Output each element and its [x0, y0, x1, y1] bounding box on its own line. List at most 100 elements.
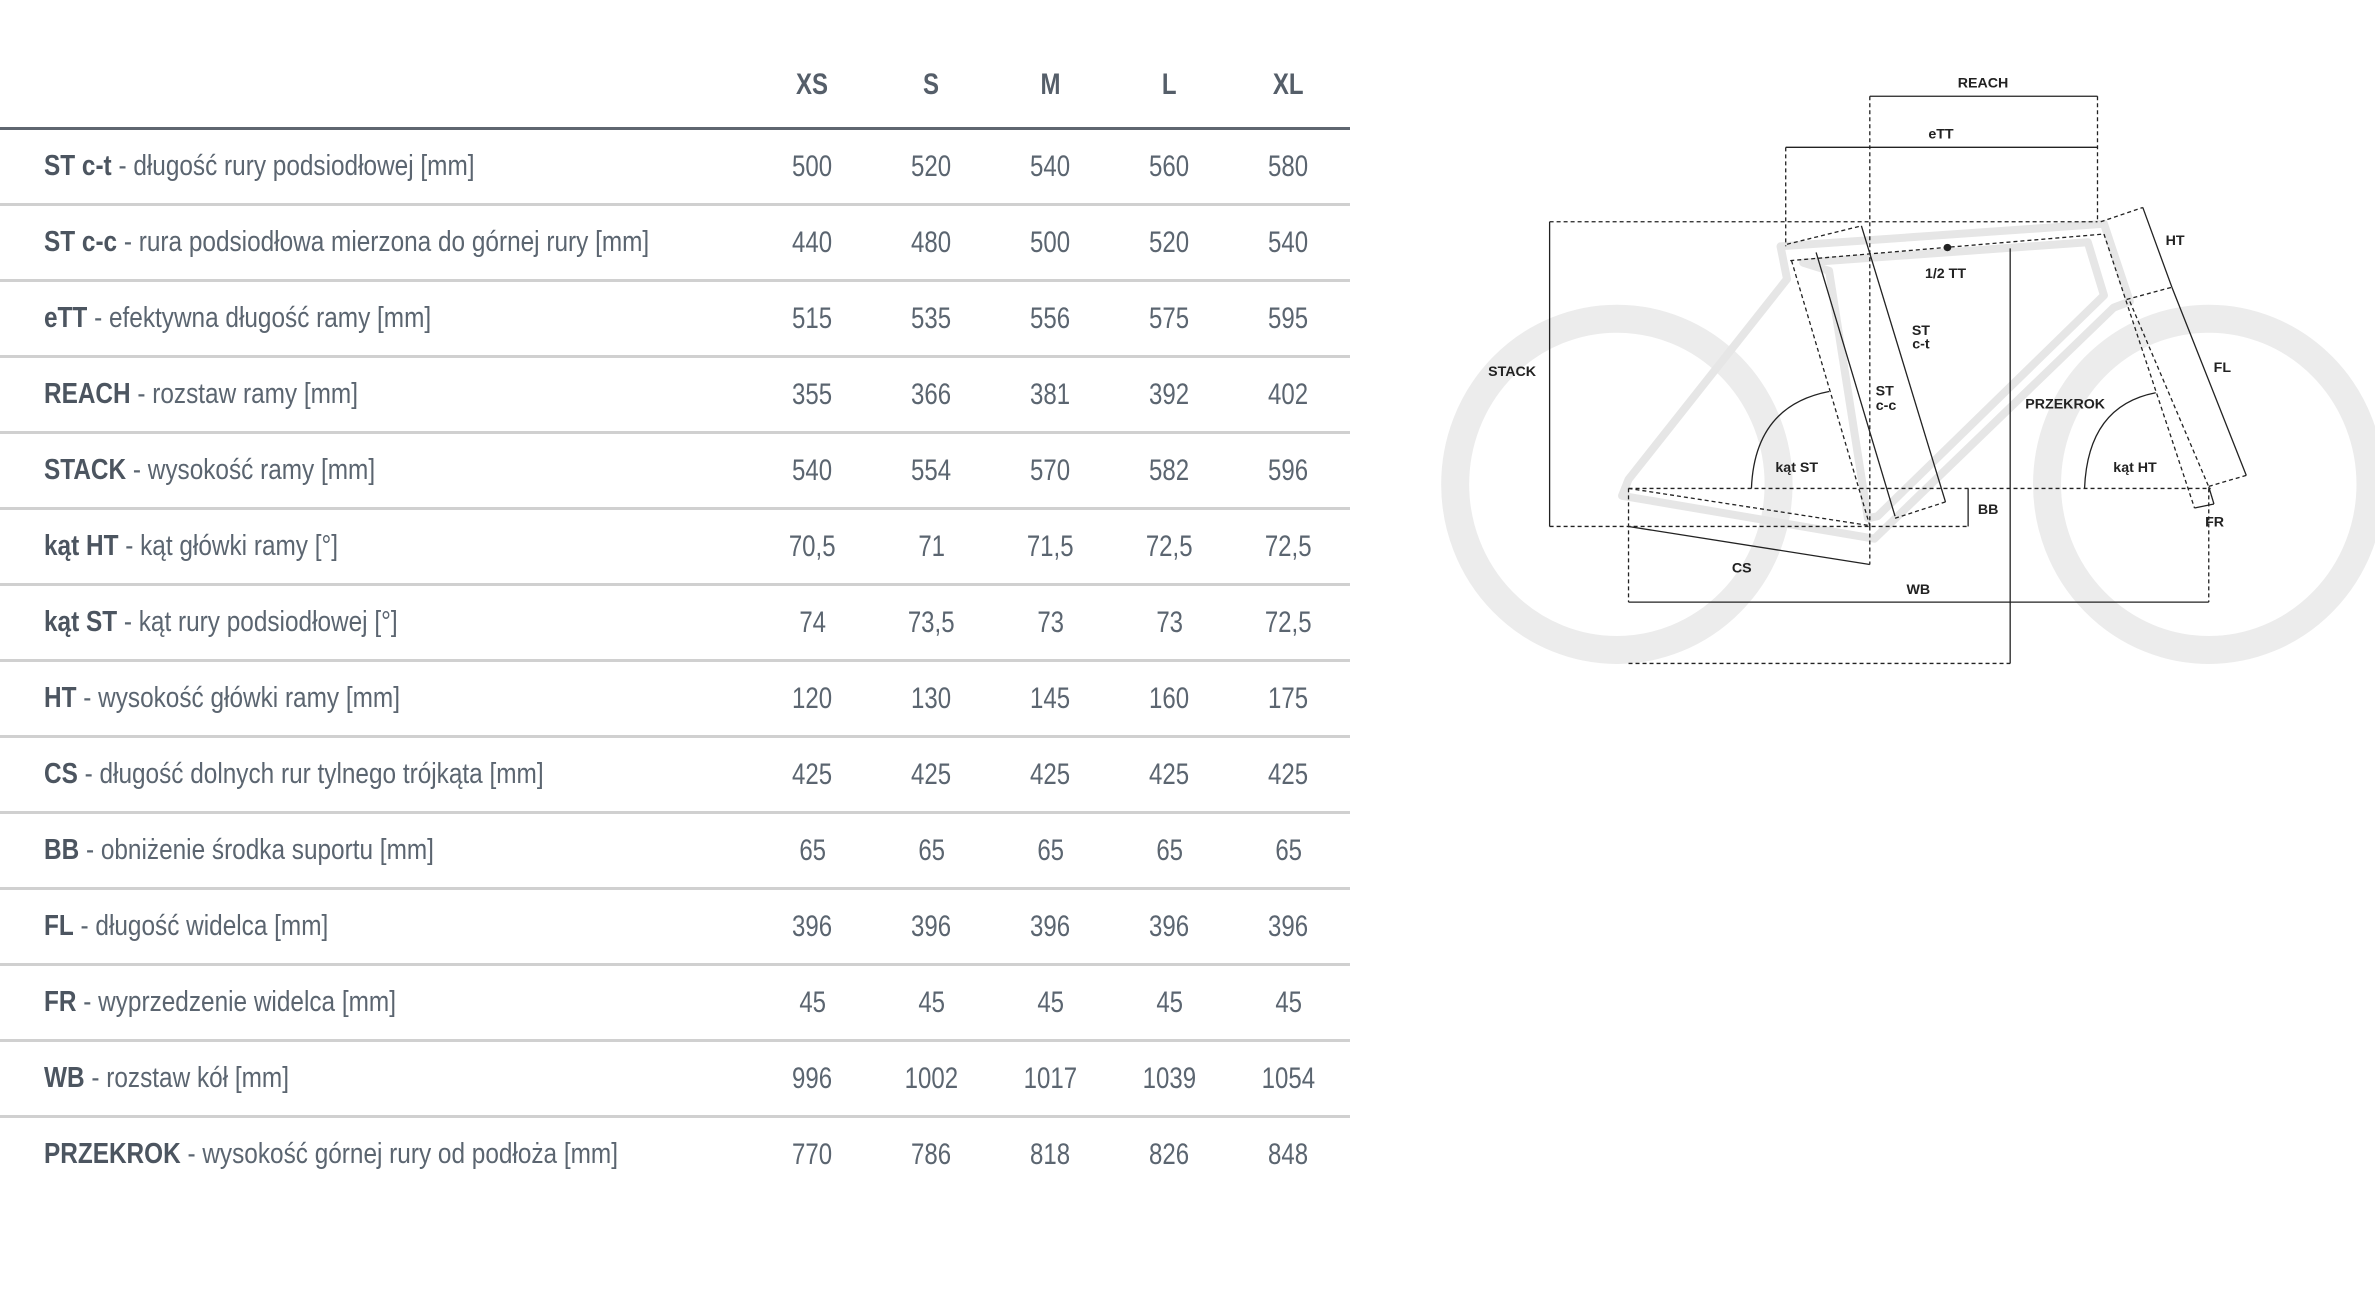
size-header: XL: [1273, 68, 1304, 101]
value-cell: 1017: [1023, 1061, 1078, 1095]
table-row: ST c-t - długość rury podsiodłowej [mm] 5…: [0, 130, 1350, 206]
value-cell: 560: [1149, 149, 1190, 183]
size-header: XS: [796, 68, 829, 101]
value-cell: 770: [792, 1137, 833, 1171]
value-cell: 145: [1030, 681, 1071, 715]
value-cell: 381: [1030, 377, 1071, 411]
row-abbr: FR: [44, 986, 77, 1018]
value-cell: 1054: [1261, 1061, 1316, 1095]
table-row: BB - obniżenie środka suportu [mm] 65 65 65…: [0, 814, 1350, 890]
row-label: FL - długość widelca [mm]: [0, 910, 753, 943]
row-desc: - długość rury podsiodłowej [mm]: [111, 150, 475, 182]
value-cell: 575: [1149, 301, 1190, 335]
value-cell: 65: [1037, 833, 1064, 867]
table-row: kąt HT - kąt główki ramy [°] 70,5 71 71,5 72…: [0, 510, 1350, 586]
value-cell: 355: [792, 377, 833, 411]
value-cell: 45: [918, 985, 945, 1019]
value-cell: 480: [911, 225, 952, 259]
table-row: FR - wyprzedzenie widelca [mm] 45 45 45 45 45: [0, 966, 1350, 1042]
front-wheel: [2047, 319, 2370, 650]
label-fr: FR: [2205, 514, 2224, 530]
value-cell: 73: [1037, 605, 1064, 639]
value-cell: 70,5: [789, 529, 836, 563]
label-reach: REACH: [1958, 76, 2009, 92]
row-label: eTT - efektywna długość ramy [mm]: [0, 302, 753, 335]
row-abbr: ST c-t: [44, 150, 112, 182]
value-cell: 65: [799, 833, 826, 867]
row-desc: - długość dolnych rur tylnego trójkąta […: [77, 758, 544, 790]
row-label: kąt HT - kąt główki ramy [°]: [0, 530, 753, 563]
value-cell: 425: [792, 757, 833, 791]
table-row: FL - długość widelca [mm] 396 396 396 396 396: [0, 890, 1350, 966]
value-cell: 596: [1268, 453, 1309, 487]
table-row: CS - długość dolnych rur tylnego trójkąt…: [0, 738, 1350, 814]
label-ht: HT: [2166, 233, 2185, 249]
row-abbr: PRZEKROK: [44, 1138, 181, 1170]
row-label: BB - obniżenie środka suportu [mm]: [0, 834, 753, 867]
value-cell: 65: [1156, 833, 1183, 867]
row-abbr: kąt HT: [44, 530, 119, 562]
geometry-table: XS S M L XL ST c-t - długość rury podsio…: [0, 0, 1350, 1171]
table-row: ST c-c - rura podsiodłowa mierzona do gó…: [0, 206, 1350, 282]
value-cell: 73,5: [908, 605, 955, 639]
row-desc: - kąt główki ramy [°]: [118, 530, 339, 562]
value-cell: 425: [1030, 757, 1071, 791]
row-label: PRZEKROK - wysokość górnej rury od podło…: [0, 1138, 753, 1171]
label-ett: eTT: [1928, 127, 1954, 143]
label-fl: FL: [2214, 360, 2232, 376]
label-st-ct: ST: [1912, 323, 1930, 339]
value-cell: 402: [1268, 377, 1309, 411]
row-label: REACH - rozstaw ramy [mm]: [0, 378, 753, 411]
value-cell: 500: [792, 149, 833, 183]
row-desc: - wysokość górnej rury od podłoża [mm]: [180, 1138, 618, 1170]
row-label: kąt ST - kąt rury podsiodłowej [°]: [0, 606, 753, 639]
rear-wheel: [1455, 319, 1778, 650]
label-bb: BB: [1978, 502, 1999, 518]
row-abbr: HT: [44, 682, 77, 714]
value-cell: 540: [1030, 149, 1071, 183]
value-cell: 848: [1268, 1137, 1309, 1171]
value-cell: 120: [792, 681, 833, 715]
label-st-cc-sub: c-c: [1876, 398, 1897, 414]
label-st-cc: ST: [1876, 384, 1894, 400]
value-cell: 396: [911, 909, 952, 943]
row-abbr: FL: [44, 910, 74, 942]
label-kat-ht: kąt HT: [2113, 460, 2157, 476]
table-row: HT - wysokość główki ramy [mm] 120 130 145 1…: [0, 662, 1350, 738]
value-cell: 45: [1037, 985, 1064, 1019]
value-cell: 556: [1030, 301, 1071, 335]
value-cell: 45: [799, 985, 826, 1019]
value-cell: 540: [792, 453, 833, 487]
value-cell: 580: [1268, 149, 1309, 183]
row-abbr: ST c-c: [44, 226, 118, 258]
label-kat-st: kąt ST: [1775, 460, 1818, 476]
row-label: WB - rozstaw kół [mm]: [0, 1062, 753, 1095]
row-desc: - rozstaw kół [mm]: [84, 1062, 289, 1094]
value-cell: 425: [911, 757, 952, 791]
row-abbr: kąt ST: [44, 606, 118, 638]
label-st-ct-sub: c-t: [1912, 337, 1930, 353]
value-cell: 73: [1156, 605, 1183, 639]
value-cell: 425: [1268, 757, 1309, 791]
table-header: XS S M L XL: [0, 0, 1350, 130]
label-cs: CS: [1732, 560, 1752, 576]
value-cell: 72,5: [1265, 605, 1312, 639]
value-cell: 786: [911, 1137, 952, 1171]
row-label: ST c-t - długość rury podsiodłowej [mm]: [0, 150, 753, 183]
value-cell: 45: [1156, 985, 1183, 1019]
frame-outline: [1622, 224, 2130, 539]
row-desc: - wysokość ramy [mm]: [126, 454, 376, 486]
value-cell: 392: [1149, 377, 1190, 411]
value-cell: 440: [792, 225, 833, 259]
value-cell: 520: [911, 149, 952, 183]
value-cell: 65: [1275, 833, 1302, 867]
value-cell: 366: [911, 377, 952, 411]
value-cell: 1002: [904, 1061, 959, 1095]
row-desc: - długość widelca [mm]: [73, 910, 329, 942]
value-cell: 71,5: [1027, 529, 1074, 563]
value-cell: 826: [1149, 1137, 1190, 1171]
value-cell: 71: [918, 529, 945, 563]
bike-geometry-diagram: REACH eTT HT 1/2 TT ST c-t FL STACK ST c…: [1428, 76, 2375, 688]
row-label: CS - długość dolnych rur tylnego trójkąt…: [0, 758, 753, 791]
value-cell: 130: [911, 681, 952, 715]
